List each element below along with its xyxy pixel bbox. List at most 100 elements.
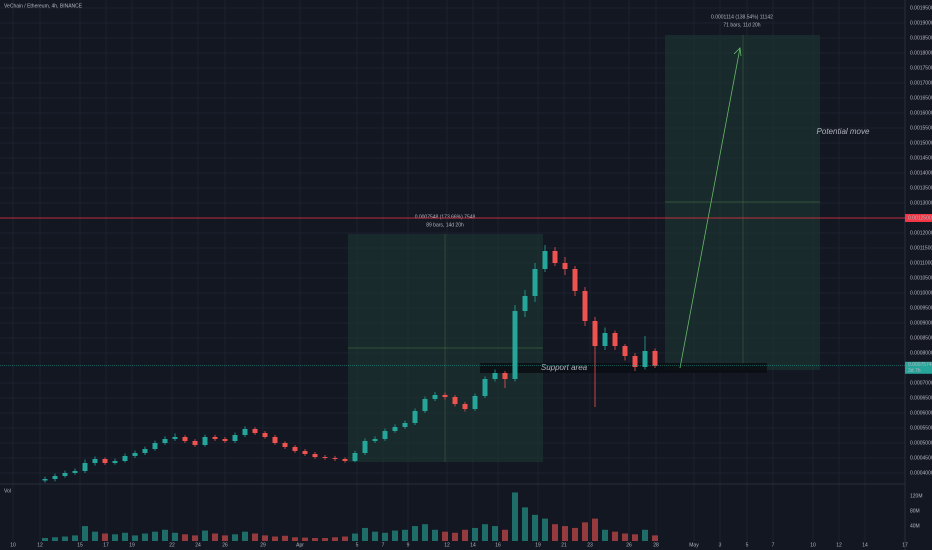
candle-body <box>552 251 558 263</box>
candle-body <box>412 410 418 423</box>
volume-bar <box>382 532 388 541</box>
candle-body <box>212 437 218 440</box>
candle-body <box>282 443 288 447</box>
x-tick-label: 14 <box>862 542 868 548</box>
candle-body <box>52 476 58 479</box>
volume-bar <box>192 535 198 541</box>
candle-body <box>132 452 138 456</box>
y-tick-label: 0.0015000 <box>910 140 932 146</box>
candle-body <box>602 332 608 347</box>
range-label: 71 bars, 11d 20h <box>723 22 760 28</box>
candle-body <box>642 350 648 368</box>
arrow <box>679 47 741 369</box>
x-tick-label: 16 <box>495 542 501 548</box>
volume-bar <box>342 536 348 541</box>
candle-body <box>332 458 338 459</box>
candle-body <box>482 379 488 396</box>
volume-bar <box>62 536 68 541</box>
y-tick-label: 0.0015500 <box>910 125 932 131</box>
volume-bar <box>542 518 548 541</box>
volume-bar <box>182 534 188 541</box>
y-tick-label: 0.0011500 <box>910 245 932 251</box>
y-tick-label: 0.0019500 <box>910 5 932 11</box>
y-tick-label: 0.0012000 <box>910 230 932 236</box>
v-tick-label: 80M <box>910 508 920 514</box>
last-price-tag <box>905 361 932 374</box>
y-tick-label: 0.0009500 <box>910 305 932 311</box>
volume-bar <box>282 535 288 541</box>
candle-body <box>192 440 198 446</box>
candle-body <box>592 320 598 347</box>
candle-body <box>492 373 498 380</box>
volume-bar <box>302 537 308 541</box>
x-tick-label: 21 <box>561 542 567 548</box>
volume-bar <box>262 535 268 541</box>
volume-bar <box>212 533 218 541</box>
x-tick-label: 17 <box>902 542 908 548</box>
candle-body <box>622 346 628 356</box>
candle-body <box>442 395 448 398</box>
candle-body <box>112 461 118 464</box>
x-tick-label: Apr <box>296 542 304 548</box>
x-tick-label: 29 <box>260 542 266 548</box>
candle-body <box>172 437 178 440</box>
x-tick-label: 12 <box>444 542 450 548</box>
alert-label: 0.0012500 <box>908 215 932 221</box>
candle-body <box>532 269 538 296</box>
x-tick-label: 5 <box>356 542 359 548</box>
y-tick-label: 0.0006000 <box>910 410 932 416</box>
y-tick-label: 0.0009000 <box>910 320 932 326</box>
volume-bar <box>392 530 398 541</box>
volume-bar <box>152 531 158 541</box>
volume-bar <box>572 527 578 541</box>
volume-bar <box>492 526 498 541</box>
volume-bar <box>432 529 438 541</box>
volume-bar <box>592 518 598 541</box>
volume-bar <box>512 492 518 541</box>
y-tick-label: 0.0017000 <box>910 80 932 86</box>
candle-body <box>322 457 328 458</box>
volume-bar <box>112 534 118 541</box>
volume-bar <box>72 535 78 541</box>
volume-bar <box>312 538 318 541</box>
volume-bar <box>562 526 568 541</box>
volume-bar <box>632 534 638 541</box>
y-tick-label: 0.0013500 <box>910 185 932 191</box>
volume-bar <box>412 526 418 541</box>
volume-bar <box>402 529 408 541</box>
x-tick-label: 12 <box>836 542 842 548</box>
volume-bar <box>352 533 358 541</box>
volume-bar <box>82 526 88 541</box>
volume-bar <box>502 529 508 541</box>
y-tick-label: 0.0005500 <box>910 425 932 431</box>
candle-body <box>632 356 638 368</box>
x-tick-label: 22 <box>169 542 175 548</box>
candle-body <box>372 439 378 441</box>
x-tick-label: 10 <box>810 542 816 548</box>
candle-body <box>202 437 208 446</box>
x-tick-label: 15 <box>77 542 83 548</box>
candle-body <box>152 443 158 449</box>
candle-body <box>542 251 548 269</box>
volume-bar <box>612 531 618 541</box>
volume-bar <box>652 535 658 541</box>
candle-body <box>222 439 228 441</box>
candle-body <box>652 350 658 366</box>
volume-bar <box>482 524 488 541</box>
volume-bar <box>532 514 538 541</box>
candle-body <box>462 404 468 410</box>
candle-body <box>122 455 128 461</box>
candle-body <box>452 397 458 404</box>
y-tick-label: 0.0017500 <box>910 65 932 71</box>
candle-body <box>582 290 588 321</box>
volume-bar <box>422 524 428 541</box>
volume-bar <box>622 533 628 541</box>
x-tick-label: 26 <box>222 542 228 548</box>
y-tick-label: 0.0014500 <box>910 155 932 161</box>
x-tick-label: 26 <box>626 542 632 548</box>
x-tick-label: 7 <box>772 542 775 548</box>
y-tick-label: 0.0013000 <box>910 200 932 206</box>
x-tick-label: 9 <box>407 542 410 548</box>
volume-bar <box>522 507 528 541</box>
volume-bar <box>122 532 128 541</box>
